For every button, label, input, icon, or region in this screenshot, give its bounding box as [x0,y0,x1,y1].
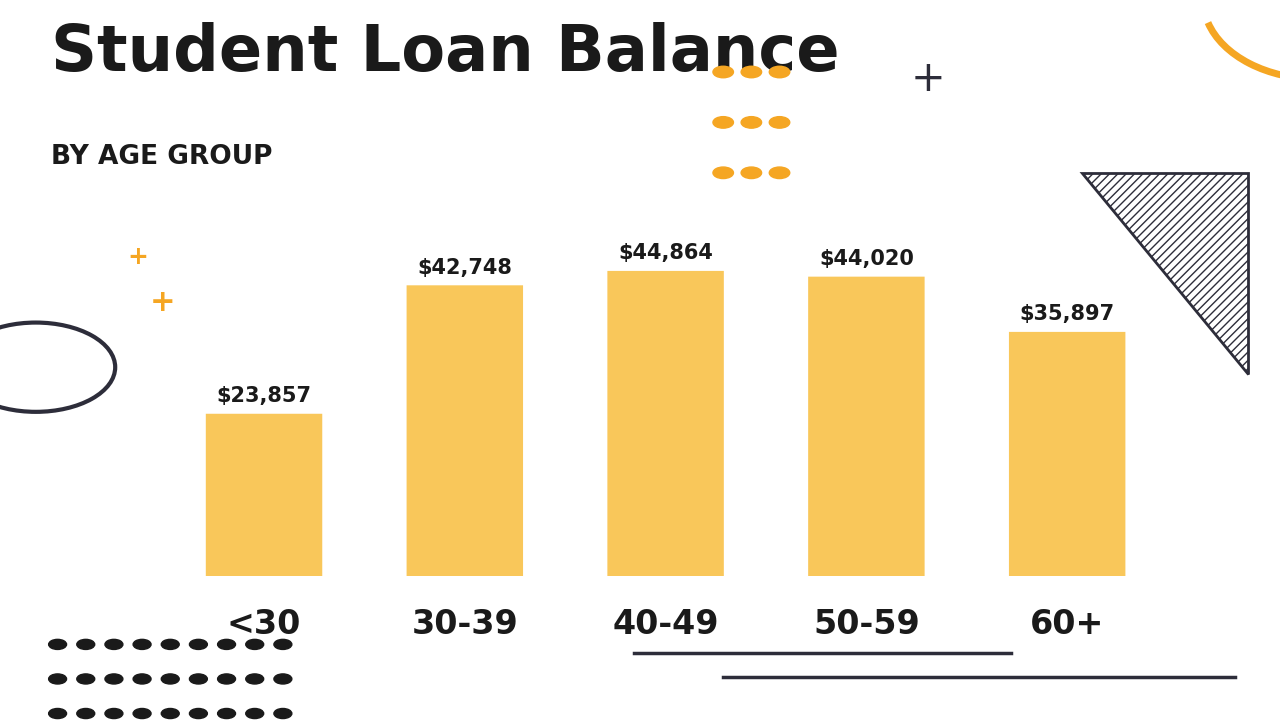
Text: +: + [128,245,148,269]
Text: <30: <30 [227,608,301,642]
FancyBboxPatch shape [808,276,924,576]
Text: 50-59: 50-59 [813,608,920,642]
Text: $23,857: $23,857 [216,386,311,406]
Text: 60+: 60+ [1030,608,1105,642]
Bar [1009,332,1125,576]
Text: 30-39: 30-39 [411,608,518,642]
Text: $44,020: $44,020 [819,249,914,269]
Text: +: + [150,288,175,317]
FancyBboxPatch shape [1009,332,1125,576]
Text: $44,864: $44,864 [618,243,713,264]
Text: +: + [910,58,946,99]
FancyBboxPatch shape [608,271,723,576]
Text: $35,897: $35,897 [1020,305,1115,324]
FancyBboxPatch shape [407,285,524,576]
Text: $42,748: $42,748 [417,258,512,278]
FancyBboxPatch shape [206,414,323,576]
Text: Student Loan Balance: Student Loan Balance [51,22,840,84]
Bar [206,414,323,576]
Bar [808,276,924,576]
Text: BY AGE GROUP: BY AGE GROUP [51,144,273,170]
Bar [608,271,723,576]
Bar [407,285,524,576]
Text: 40-49: 40-49 [612,608,719,642]
